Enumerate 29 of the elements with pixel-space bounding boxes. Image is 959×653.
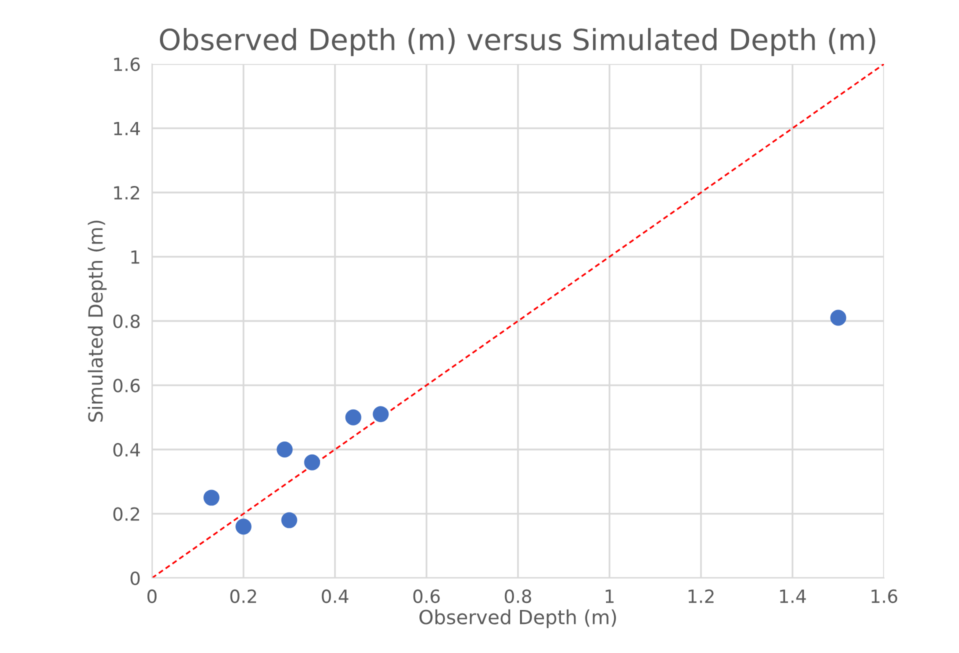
chart-title: Observed Depth (m) versus Simulated Depth (m) <box>160 28 876 56</box>
point <box>281 512 298 528</box>
x-tick-label: 1 <box>606 590 614 603</box>
y-tick-label: 0.8 <box>113 314 140 328</box>
x-tick-label: 1.4 <box>780 590 806 603</box>
y-tick-label: 0.6 <box>113 378 140 392</box>
y-axis-title: Simulated Depth (m) <box>88 220 107 422</box>
y-tick-label: 1.6 <box>114 57 140 72</box>
point <box>203 490 220 506</box>
y-tick-label: 1 <box>131 250 140 264</box>
x-tick-label: 0.4 <box>322 589 348 604</box>
x-tick-label: 0 <box>147 589 157 604</box>
y-tick-label: 1.2 <box>114 186 140 200</box>
point <box>276 442 293 458</box>
x-axis-title: Observed Depth (m) <box>419 609 616 628</box>
y-tick-label: 1.4 <box>114 122 140 136</box>
y-tick-label: 0 <box>130 571 140 586</box>
x-tick-label: 1.2 <box>688 589 714 603</box>
y-tick-label: 0.2 <box>113 507 140 521</box>
x-tick-label: 0.6 <box>413 589 440 604</box>
point <box>304 454 320 470</box>
x-tick-label: 1.6 <box>872 589 898 604</box>
y-tick-label: 0.4 <box>113 442 140 457</box>
point <box>372 406 389 422</box>
point <box>236 518 252 535</box>
x-tick-label: 0.2 <box>230 589 256 604</box>
point <box>345 409 362 426</box>
point <box>830 310 846 326</box>
x-tick-label: 0.8 <box>504 589 532 604</box>
